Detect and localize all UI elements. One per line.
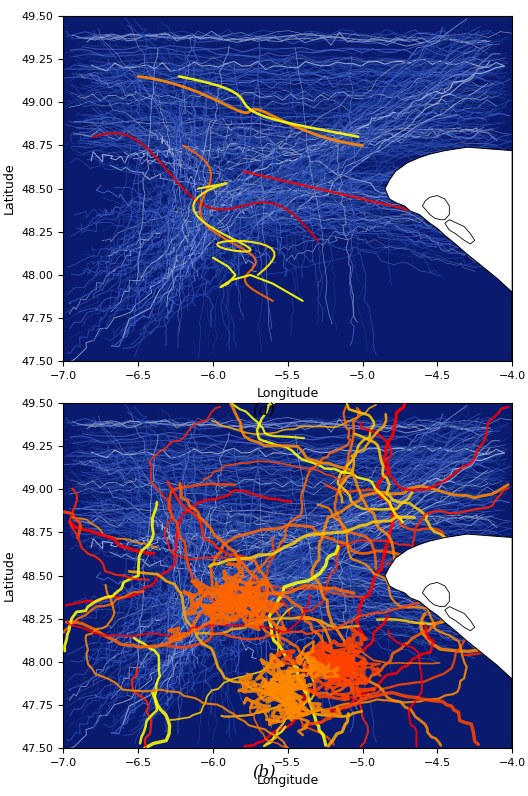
Text: (b): (b) [252, 763, 276, 780]
Polygon shape [445, 607, 475, 630]
X-axis label: Longitude: Longitude [257, 774, 319, 786]
Y-axis label: Latitude: Latitude [3, 550, 16, 601]
Polygon shape [445, 220, 475, 244]
Y-axis label: Latitude: Latitude [3, 163, 16, 214]
Polygon shape [422, 196, 449, 220]
Polygon shape [422, 583, 449, 607]
Text: (a): (a) [252, 402, 276, 419]
X-axis label: Longitude: Longitude [257, 387, 319, 400]
Polygon shape [385, 534, 512, 748]
Polygon shape [385, 147, 512, 361]
